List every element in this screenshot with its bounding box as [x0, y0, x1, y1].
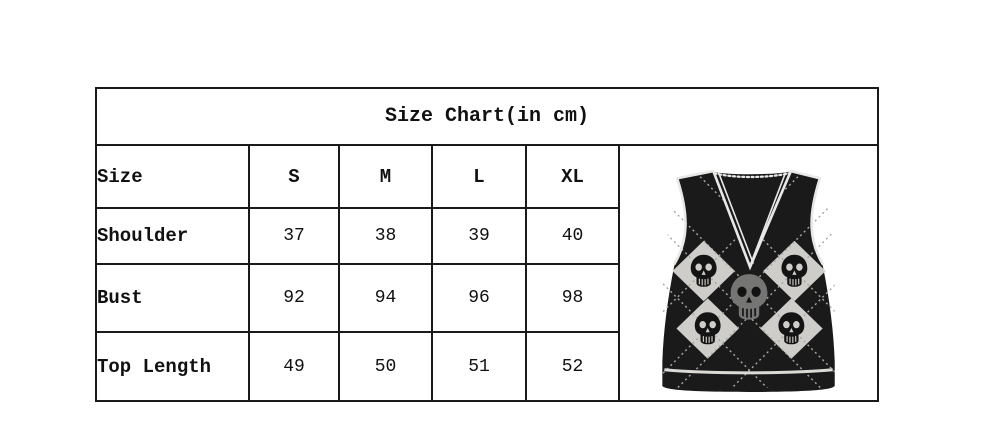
- table-row: Shoulder 37 38 39 40: [95, 207, 878, 265]
- header-row-label: Size: [95, 144, 250, 209]
- bust-m: 94: [338, 263, 433, 333]
- table-row: Top Length 49 50 51 52: [95, 330, 878, 403]
- column-header-m: M: [338, 144, 433, 209]
- row-label-bust: Bust: [95, 263, 250, 333]
- column-header-xl: XL: [525, 144, 620, 209]
- vest-trim: [664, 169, 833, 375]
- column-header-l: L: [431, 144, 527, 209]
- bust-xl: 98: [525, 263, 620, 333]
- shoulder-m: 38: [338, 207, 433, 265]
- bust-s: 92: [248, 263, 340, 333]
- product-image-cell: [617, 143, 880, 403]
- top-length-l: 51: [431, 330, 527, 403]
- size-chart-title: Size Chart(in cm): [94, 87, 880, 146]
- top-length-m: 50: [338, 330, 433, 403]
- row-label-top-length: Top Length: [95, 330, 250, 403]
- column-header-s: S: [248, 144, 340, 209]
- skull-argyle-vest-image: [662, 169, 835, 392]
- table-row: Bust 92 94 96 98: [95, 263, 878, 333]
- size-chart-table: Size Chart(in cm) Size S M L XL: [94, 87, 880, 403]
- shoulder-xl: 40: [525, 207, 620, 265]
- shoulder-l: 39: [431, 207, 527, 265]
- bust-l: 96: [431, 263, 527, 333]
- top-length-s: 49: [248, 330, 340, 403]
- row-label-shoulder: Shoulder: [95, 207, 250, 265]
- top-length-xl: 52: [525, 330, 620, 403]
- shoulder-s: 37: [248, 207, 340, 265]
